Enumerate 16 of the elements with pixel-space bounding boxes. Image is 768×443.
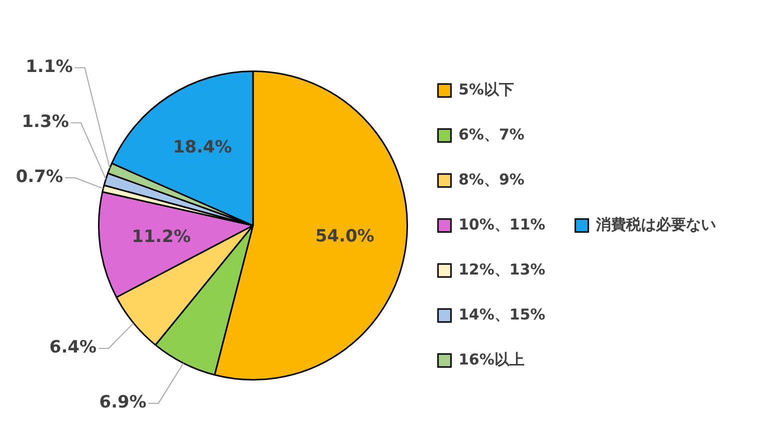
data-label: 6.4%	[49, 338, 97, 358]
legend-label: 8%、9%	[458, 170, 524, 188]
legend-label: 5%以下	[458, 80, 514, 98]
data-label: 0.7%	[16, 167, 64, 188]
data-label: 1.3%	[22, 112, 69, 132]
legend-label: 消費税は必要ない	[594, 215, 716, 234]
legend-label: 16%以上	[458, 350, 524, 368]
data-label: 54.0%	[315, 226, 374, 247]
data-label: 18.4%	[172, 137, 232, 158]
data-label: 6.9%	[99, 392, 146, 413]
legend-label: 6%、7%	[458, 125, 524, 144]
data-label: 11.2%	[132, 227, 191, 248]
legend-label: 10%、11%	[458, 215, 546, 234]
data-label: 1.1%	[26, 57, 73, 78]
legend-label: 14%、15%	[458, 305, 546, 324]
legend-label: 12%、13%	[458, 260, 546, 278]
